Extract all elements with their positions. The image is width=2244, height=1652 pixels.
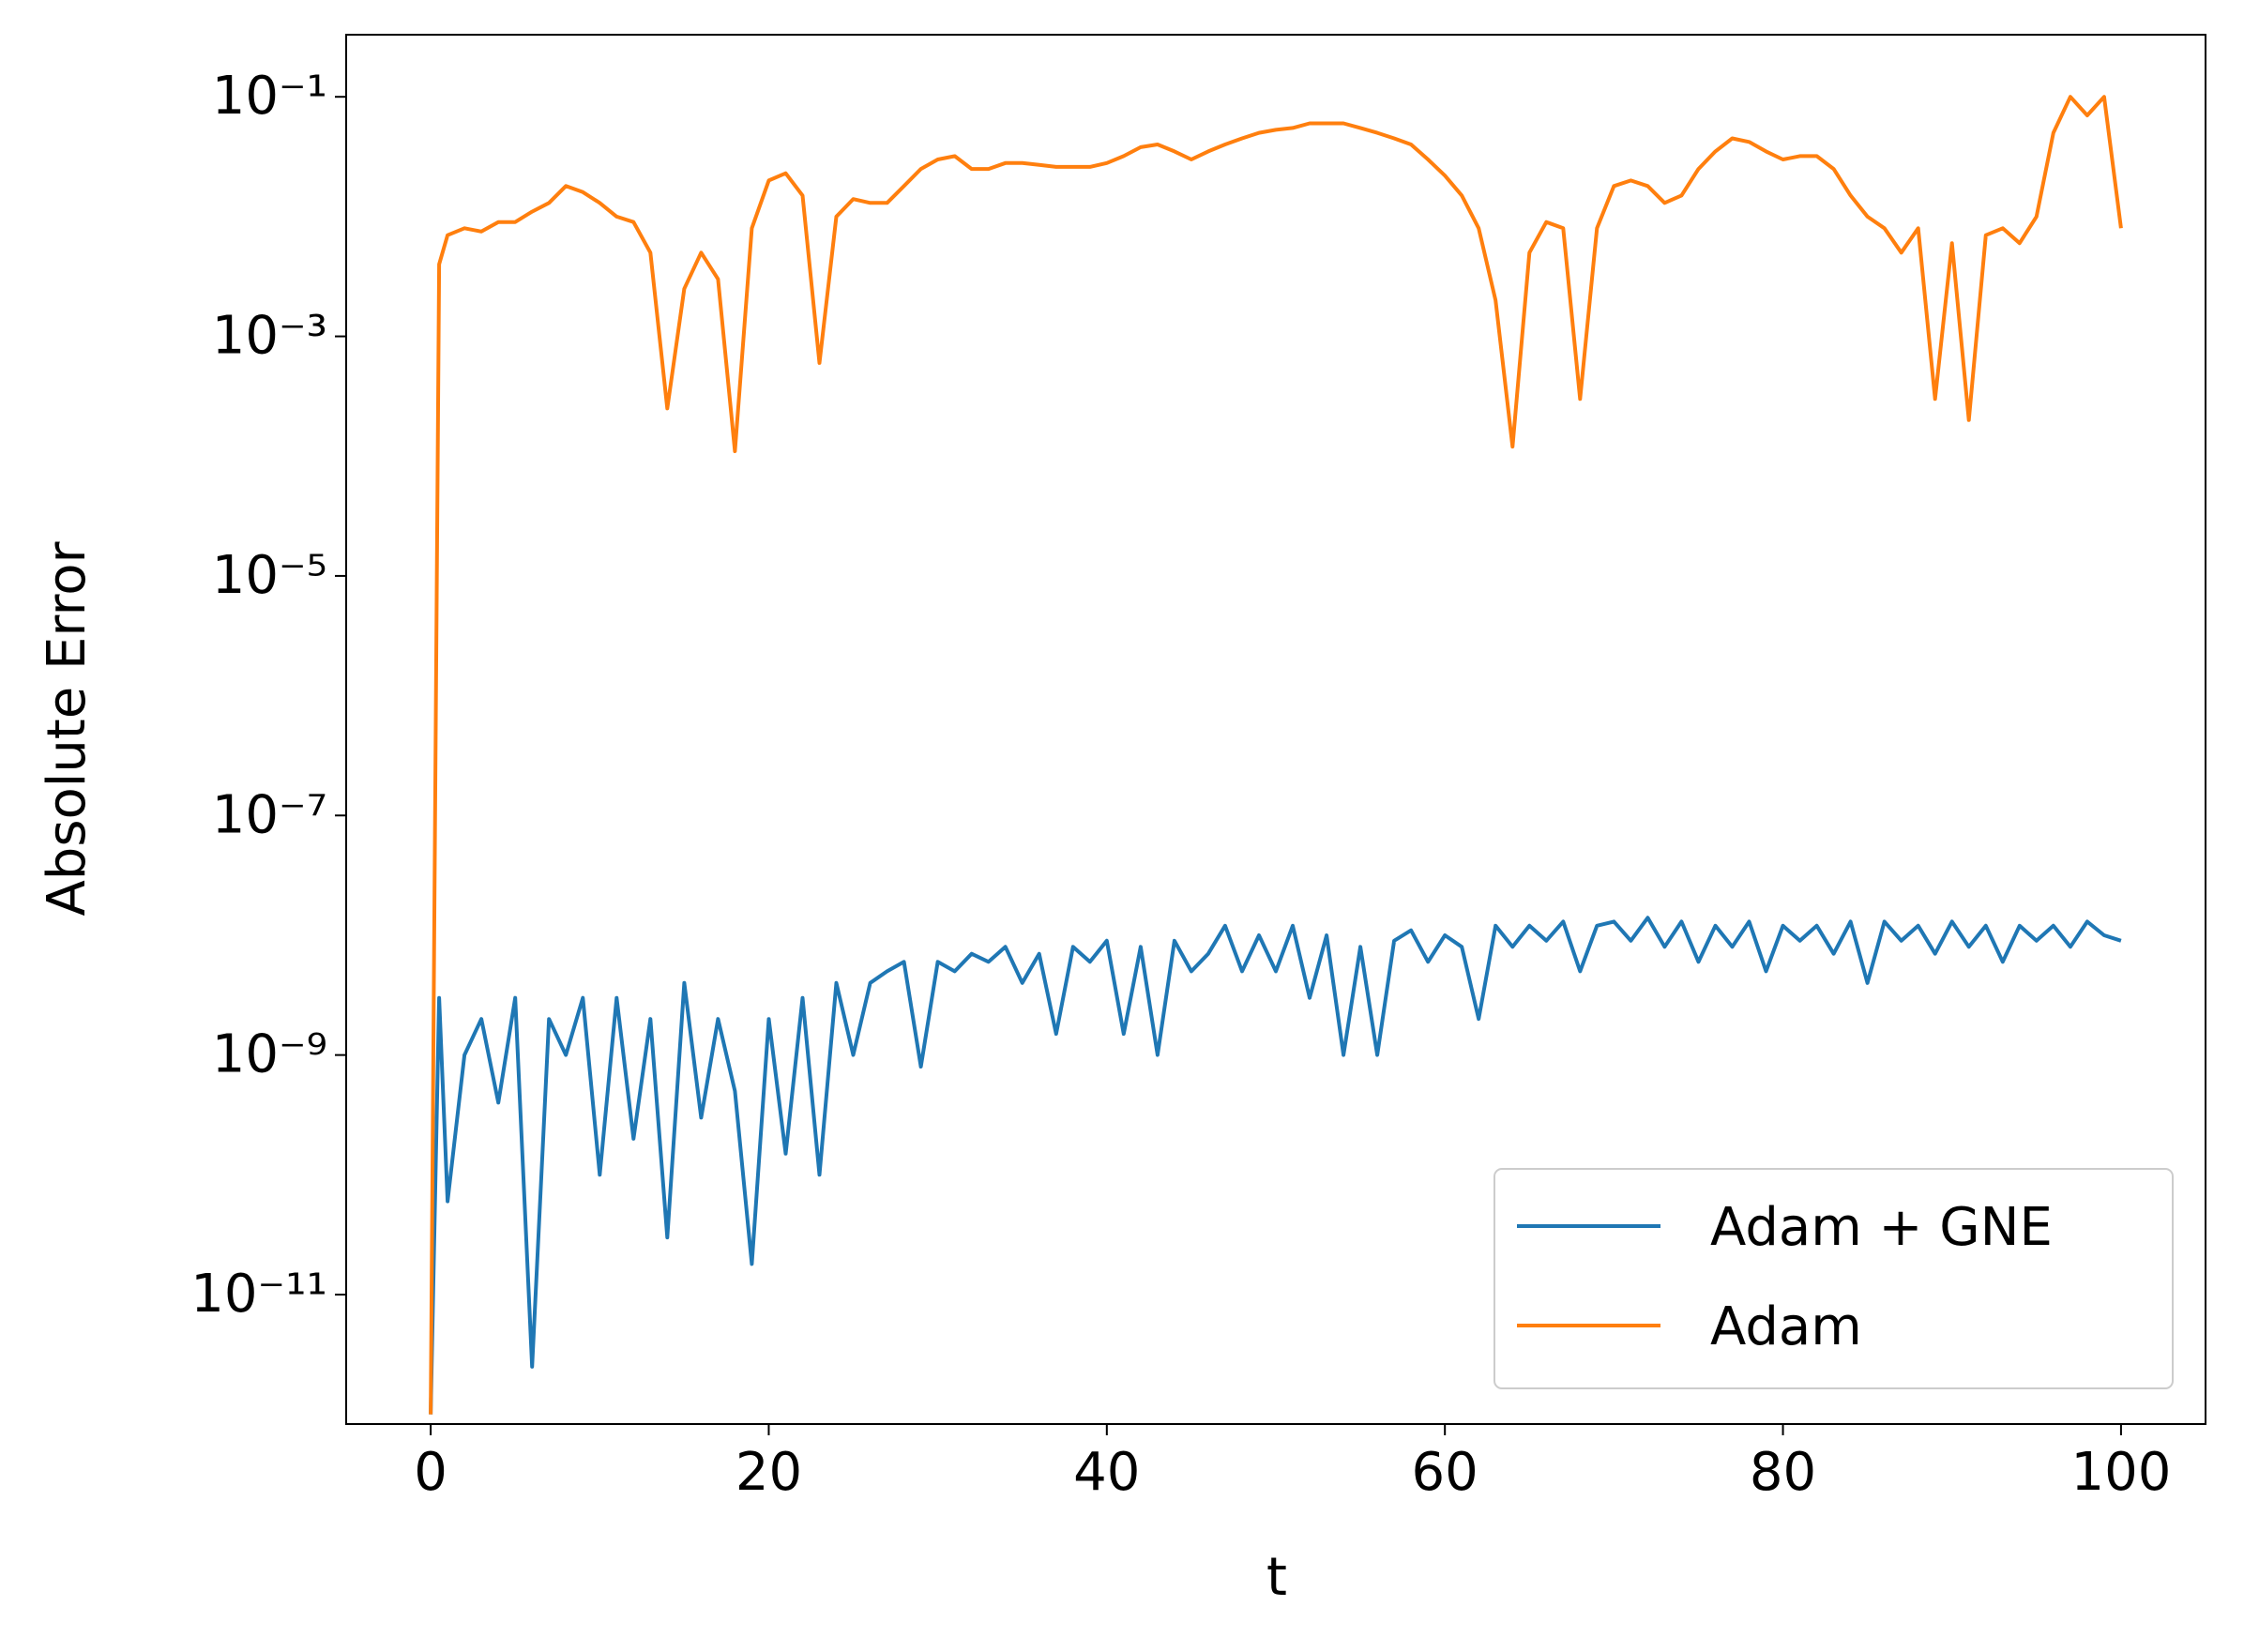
data-line	[429, 916, 2122, 1415]
legend-label: Adam + GNE	[1710, 1197, 2053, 1258]
x-axis-label: t	[1266, 1547, 1287, 1608]
y-tick-label: 10⁻¹¹	[190, 1264, 327, 1325]
y-axis-label: Absolute Error	[37, 541, 98, 917]
y-tick-label: 10⁻⁷	[212, 784, 327, 845]
y-tick-label: 10⁻⁵	[212, 545, 327, 606]
plot-frame	[345, 34, 2206, 1425]
x-tick-label: 100	[2070, 1442, 2171, 1503]
y-tick-label: 10⁻⁹	[212, 1024, 327, 1085]
data-line	[429, 95, 2123, 1415]
x-tick-label: 80	[1750, 1442, 1816, 1503]
x-tick-label: 60	[1412, 1442, 1478, 1503]
y-tick-label: 10⁻¹	[212, 66, 327, 127]
x-tick-label: 0	[414, 1442, 447, 1503]
y-tick-label: 10⁻³	[212, 306, 327, 367]
legend-label: Adam	[1710, 1296, 1862, 1357]
x-tick-label: 40	[1073, 1442, 1140, 1503]
legend-box	[1493, 1168, 2174, 1389]
x-tick-label: 20	[735, 1442, 802, 1503]
